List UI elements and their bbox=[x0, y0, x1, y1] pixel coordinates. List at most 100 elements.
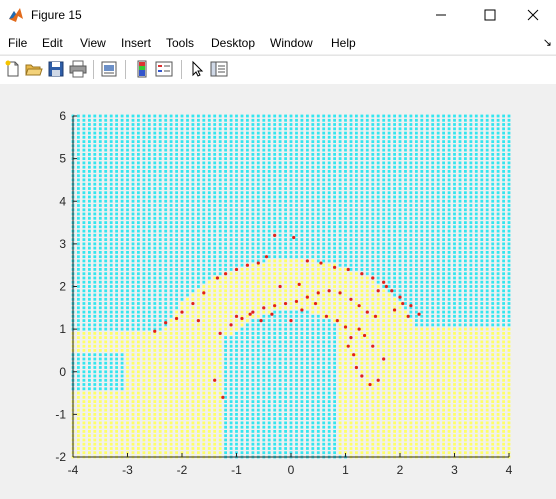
sample-point bbox=[401, 301, 405, 306]
sample-point bbox=[406, 314, 410, 318]
sample-point bbox=[292, 235, 296, 240]
toolbar-separator bbox=[181, 60, 182, 79]
sample-point bbox=[362, 333, 367, 338]
sample-point bbox=[346, 267, 350, 272]
property-editor-icon[interactable] bbox=[210, 60, 228, 78]
sample-point bbox=[382, 357, 386, 361]
sample-point bbox=[343, 325, 348, 329]
new-figure-icon[interactable] bbox=[4, 60, 22, 78]
decision-boundary-plot: -4 -3 -2 -1 0 1 2 3 4 -2 -1 0 1 2 3 4 5 6 bbox=[55, 109, 513, 477]
sample-point bbox=[191, 301, 195, 306]
menu-view[interactable]: View bbox=[80, 36, 106, 50]
sample-point bbox=[352, 353, 356, 357]
title-bar: Figure 15 bbox=[0, 0, 556, 30]
menu-edit[interactable]: Edit bbox=[42, 36, 63, 50]
x-tick-label: -3 bbox=[122, 463, 133, 477]
sample-point bbox=[221, 395, 225, 399]
sample-point bbox=[305, 259, 309, 263]
sample-point bbox=[262, 306, 266, 310]
toolbar-separator bbox=[125, 60, 126, 79]
sample-point bbox=[300, 308, 304, 312]
save-icon[interactable] bbox=[47, 60, 65, 78]
menu-insert[interactable]: Insert bbox=[121, 36, 152, 50]
toolbar-separator bbox=[93, 60, 94, 79]
sample-point bbox=[346, 344, 350, 348]
maximize-icon bbox=[484, 9, 496, 21]
y-tick-label: 3 bbox=[59, 237, 66, 251]
open-file-icon[interactable] bbox=[25, 60, 43, 78]
x-tick-label: 3 bbox=[451, 463, 458, 477]
sample-point bbox=[354, 365, 358, 370]
sample-point bbox=[229, 323, 233, 327]
sample-point bbox=[245, 263, 249, 267]
y-tick-label: -2 bbox=[55, 450, 66, 464]
menu-help[interactable]: Help bbox=[331, 36, 356, 50]
sample-point bbox=[218, 331, 222, 335]
minimize-icon bbox=[436, 14, 446, 16]
sample-point bbox=[297, 282, 301, 286]
sample-point bbox=[283, 301, 288, 306]
menu-desktop[interactable]: Desktop bbox=[211, 36, 256, 50]
y-tick-label: 0 bbox=[59, 365, 66, 379]
sample-point bbox=[234, 267, 239, 272]
menu-overflow-icon[interactable]: ↘ bbox=[542, 37, 552, 49]
menu-tools[interactable]: Tools bbox=[166, 36, 195, 50]
sample-point bbox=[273, 233, 277, 237]
legend-icon[interactable] bbox=[155, 60, 173, 78]
matlab-icon bbox=[9, 8, 23, 22]
y-tick-label: 1 bbox=[59, 322, 66, 336]
x-tick-label: 2 bbox=[397, 463, 404, 477]
menu-file[interactable]: File bbox=[8, 36, 28, 50]
y-tick-label: -1 bbox=[55, 407, 66, 421]
sample-point bbox=[349, 297, 353, 301]
x-tick-label: 0 bbox=[288, 463, 295, 477]
figure-toolbar bbox=[0, 55, 556, 85]
classification-region-grid bbox=[71, 114, 511, 459]
print-preview-icon[interactable] bbox=[100, 60, 118, 78]
sample-point bbox=[224, 272, 228, 276]
sample-points bbox=[153, 233, 421, 399]
x-tick-label: -2 bbox=[177, 463, 188, 477]
y-tick-label: 6 bbox=[59, 109, 66, 123]
sample-point bbox=[215, 276, 220, 280]
sample-point bbox=[390, 289, 394, 293]
sample-point bbox=[368, 382, 372, 387]
sample-point bbox=[273, 304, 277, 308]
x-tick-label: 1 bbox=[342, 463, 349, 477]
sample-point bbox=[259, 319, 263, 323]
sample-point bbox=[382, 280, 386, 284]
sample-point bbox=[409, 304, 413, 308]
sample-point bbox=[278, 284, 282, 289]
sample-point bbox=[164, 321, 168, 325]
close-button[interactable] bbox=[510, 0, 556, 30]
close-icon bbox=[527, 9, 539, 21]
print-icon[interactable] bbox=[69, 60, 87, 78]
sample-point bbox=[384, 284, 388, 289]
sample-point bbox=[392, 308, 397, 312]
pointer-icon[interactable] bbox=[188, 60, 206, 78]
y-tick-label: 2 bbox=[59, 280, 66, 294]
sample-point bbox=[371, 276, 375, 280]
sample-point bbox=[289, 319, 293, 323]
sample-point bbox=[251, 310, 255, 314]
sample-point bbox=[357, 304, 361, 308]
sample-point bbox=[270, 312, 274, 316]
y-tick-label: 4 bbox=[59, 194, 66, 208]
sample-point bbox=[248, 312, 252, 316]
sample-point bbox=[398, 295, 402, 299]
colorbar-icon[interactable] bbox=[133, 60, 151, 78]
menu-bar: File Edit View Insert Tools Desktop Wind… bbox=[0, 30, 556, 54]
sample-point bbox=[360, 272, 364, 276]
minimize-button[interactable] bbox=[418, 0, 464, 30]
sample-point bbox=[360, 374, 364, 378]
sample-point bbox=[180, 310, 184, 314]
sample-point bbox=[371, 344, 375, 348]
menu-window[interactable]: Window bbox=[270, 36, 313, 50]
maximize-button[interactable] bbox=[467, 0, 513, 30]
sample-point bbox=[349, 336, 353, 340]
sample-point bbox=[417, 312, 421, 316]
sample-point bbox=[153, 329, 157, 333]
figure-canvas: -4 -3 -2 -1 0 1 2 3 4 -2 -1 0 1 2 3 4 5 6 bbox=[0, 84, 556, 499]
x-tick-label: 4 bbox=[506, 463, 513, 477]
sample-point bbox=[327, 289, 331, 293]
